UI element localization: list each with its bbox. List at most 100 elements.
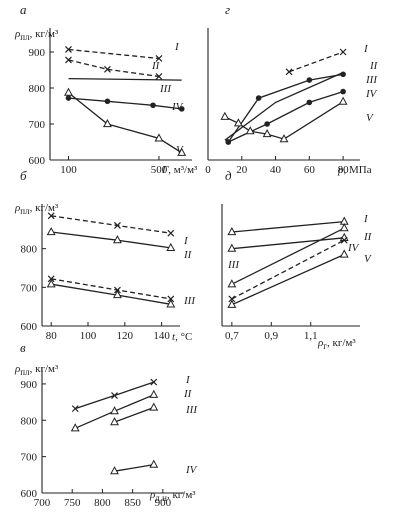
x-axis-label: ρд.н, кг/м³ xyxy=(149,489,196,503)
series-name-II: II xyxy=(183,388,193,400)
data-point xyxy=(227,279,237,288)
data-point xyxy=(110,406,119,415)
series-line-III xyxy=(231,227,345,285)
data-point xyxy=(339,249,349,258)
data-point xyxy=(47,212,55,220)
x-tick-label: 0,9 xyxy=(264,330,278,342)
y-tick-label: 700 xyxy=(21,452,38,464)
series-name-II: II xyxy=(151,60,161,72)
data-point-b xyxy=(47,212,55,220)
series-line-I xyxy=(231,220,345,233)
series-line-V xyxy=(224,101,344,140)
data-point xyxy=(70,423,80,432)
x-tick-label: 100 xyxy=(60,164,77,176)
series-line-V xyxy=(68,92,183,154)
series-name-I: I xyxy=(183,235,189,247)
data-point xyxy=(154,133,164,142)
y-tick-label: 700 xyxy=(21,282,38,294)
data-point-b xyxy=(340,236,348,244)
data-point xyxy=(110,417,119,426)
data-point-b xyxy=(47,275,55,283)
data-point xyxy=(149,459,159,468)
data-point xyxy=(279,134,289,143)
data-point xyxy=(112,235,122,244)
data-point-b xyxy=(155,73,163,80)
x-tick-label: 80 xyxy=(338,164,350,176)
data-point-b xyxy=(65,56,72,64)
series-name-IV: IV xyxy=(171,101,184,113)
data-point-b xyxy=(150,378,158,386)
data-point-b xyxy=(155,55,163,62)
data-point xyxy=(255,95,262,101)
series-line-II xyxy=(231,237,345,250)
data-point xyxy=(71,405,79,413)
series-line-IV xyxy=(231,239,345,300)
data-point xyxy=(149,402,159,411)
data-point xyxy=(306,77,313,83)
data-point xyxy=(150,378,158,386)
data-point xyxy=(262,129,272,138)
x-tick-label: 900 xyxy=(155,497,172,509)
y-tick-label: 900 xyxy=(21,379,38,391)
x-tick-label: 500 xyxy=(151,164,168,176)
x-tick-label: 750 xyxy=(64,497,81,509)
series-line-V xyxy=(231,253,345,306)
data-point xyxy=(110,466,119,475)
data-point xyxy=(65,95,72,101)
series-name-I: I xyxy=(363,43,369,55)
data-point-b xyxy=(167,229,175,237)
y-tick-label: 600 xyxy=(21,488,38,500)
x-tick-label: 0,7 xyxy=(225,330,239,342)
x-tick-label: 140 xyxy=(153,330,170,342)
data-point xyxy=(167,295,175,303)
x-tick-label: 850 xyxy=(124,497,141,509)
data-point xyxy=(306,99,313,106)
series-line-IV xyxy=(68,97,182,110)
data-point xyxy=(167,229,175,237)
data-point xyxy=(177,147,187,156)
series-line-II xyxy=(227,73,344,143)
data-point xyxy=(149,389,159,398)
panel-letter: г xyxy=(225,2,230,17)
y-tick-label: 800 xyxy=(21,415,38,427)
series-line-III xyxy=(114,406,155,423)
y-axis-label: ρпл, кг/м³ xyxy=(14,363,59,377)
data-point xyxy=(155,55,163,62)
data-point xyxy=(264,121,270,127)
x-tick-label: 120 xyxy=(117,330,134,342)
series-name-IV: IV xyxy=(365,88,378,100)
data-point xyxy=(339,223,349,232)
data-point xyxy=(46,226,56,236)
data-point xyxy=(227,299,237,308)
series-name-II: II xyxy=(369,60,379,72)
data-point xyxy=(285,68,293,76)
x-tick-label: 60 xyxy=(304,164,316,176)
x-tick-label: 800 xyxy=(94,497,111,509)
series-name-V: V xyxy=(176,144,184,156)
data-point xyxy=(111,392,118,399)
x-tick-label: 0 xyxy=(205,164,211,176)
data-point-b xyxy=(167,295,175,303)
x-axis-label: ρг, кг/м³ xyxy=(317,337,356,351)
series-name-II: II xyxy=(363,231,373,243)
data-point xyxy=(166,299,176,308)
data-point xyxy=(233,118,243,127)
panel-letter: а xyxy=(20,2,27,17)
y-axis-label: ρпл, кг/м³ xyxy=(14,202,59,216)
x-tick-label: 1,1 xyxy=(304,330,318,342)
series-name-III: III xyxy=(183,295,196,307)
data-point xyxy=(46,279,56,288)
data-point xyxy=(104,65,111,73)
series-name-III: III xyxy=(365,74,378,86)
series-name-IV: IV xyxy=(347,242,360,254)
data-point xyxy=(150,102,156,109)
x-tick-label: 40 xyxy=(270,164,282,176)
data-point-b xyxy=(71,405,79,413)
x-tick-label: 80 xyxy=(46,330,58,342)
panel-letter: в xyxy=(20,340,26,355)
